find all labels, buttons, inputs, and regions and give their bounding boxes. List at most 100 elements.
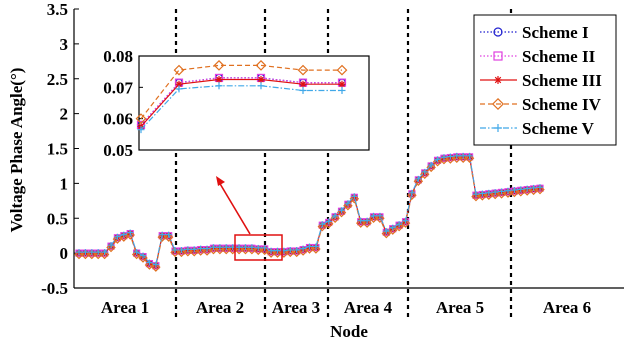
data-point bbox=[524, 185, 531, 192]
inset-data-point bbox=[257, 82, 265, 90]
y-axis-label: Voltage Phase Angle(°) bbox=[7, 68, 26, 233]
zoom-arrow-head bbox=[216, 176, 225, 186]
inset-data-point bbox=[135, 113, 147, 125]
data-point bbox=[152, 261, 159, 268]
data-point bbox=[530, 184, 537, 191]
data-point bbox=[479, 190, 486, 197]
data-point bbox=[492, 189, 499, 196]
data-point bbox=[344, 200, 351, 207]
data-point bbox=[101, 249, 108, 256]
data-point bbox=[330, 213, 340, 223]
data-point bbox=[82, 249, 89, 256]
data-point bbox=[472, 191, 479, 198]
data-point bbox=[336, 207, 347, 218]
data-point bbox=[172, 246, 179, 253]
data-point bbox=[191, 246, 198, 253]
data-point bbox=[76, 249, 82, 256]
inset-data-point bbox=[338, 80, 346, 88]
data-point bbox=[535, 184, 545, 195]
legend-label: Scheme I bbox=[522, 23, 589, 42]
data-point bbox=[338, 207, 345, 214]
data-point bbox=[240, 244, 251, 255]
data-point bbox=[407, 190, 417, 200]
area-label: Area 4 bbox=[344, 298, 393, 317]
data-point bbox=[311, 244, 321, 254]
data-point bbox=[178, 246, 185, 253]
data-point bbox=[375, 213, 385, 223]
data-point bbox=[285, 247, 296, 258]
data-point bbox=[389, 224, 396, 231]
zoom-arrow-shaft bbox=[218, 181, 251, 235]
inset-data-point bbox=[215, 82, 223, 90]
area-label: Area 2 bbox=[196, 298, 244, 317]
data-point bbox=[248, 244, 255, 251]
data-point bbox=[434, 156, 441, 163]
inset-data-point bbox=[338, 86, 346, 94]
data-point bbox=[332, 212, 339, 219]
data-point bbox=[93, 249, 103, 260]
data-point bbox=[221, 244, 232, 255]
series-scheme-ii bbox=[75, 153, 544, 270]
data-point bbox=[159, 231, 166, 238]
data-point bbox=[108, 242, 115, 249]
data-point bbox=[306, 243, 313, 250]
data-point bbox=[343, 200, 353, 211]
data-point bbox=[274, 247, 281, 254]
data-point bbox=[170, 247, 180, 258]
data-point bbox=[317, 221, 328, 232]
data-point bbox=[74, 249, 84, 260]
data-point bbox=[452, 153, 462, 164]
area-dividers bbox=[174, 9, 513, 318]
data-point bbox=[325, 218, 332, 225]
y-tick-label: 1.5 bbox=[47, 140, 68, 159]
data-point bbox=[293, 246, 300, 253]
data-point bbox=[402, 217, 409, 224]
data-point bbox=[351, 193, 358, 200]
data-point bbox=[120, 231, 127, 238]
data-point bbox=[242, 244, 249, 251]
inset-y-ticks: 0.05 0.06 0.07 0.08 bbox=[103, 47, 143, 160]
data-point bbox=[447, 153, 454, 160]
data-point bbox=[376, 212, 383, 219]
inset-data-point bbox=[175, 85, 183, 93]
data-point bbox=[466, 152, 473, 159]
data-point bbox=[458, 153, 468, 164]
inset-data-point bbox=[336, 64, 348, 76]
inset-data-point bbox=[299, 80, 307, 88]
data-point bbox=[460, 152, 467, 159]
y-tick-label: 0 bbox=[60, 244, 69, 263]
data-point bbox=[268, 247, 275, 254]
inset-data-point bbox=[255, 60, 267, 71]
inset-plot: 0.05 0.06 0.07 0.08 bbox=[103, 47, 370, 160]
data-point bbox=[511, 187, 518, 194]
data-point bbox=[127, 229, 134, 236]
data-point bbox=[197, 245, 204, 252]
legend-label: Scheme II bbox=[522, 47, 596, 66]
data-point bbox=[95, 249, 102, 256]
inset-data-point bbox=[215, 76, 223, 83]
inset-y-tick-label: 0.05 bbox=[103, 141, 133, 160]
legend-marker bbox=[493, 27, 503, 37]
legend-marker bbox=[493, 51, 503, 61]
legend-marker bbox=[494, 76, 502, 84]
inset-y-tick-label: 0.06 bbox=[103, 110, 133, 129]
data-point bbox=[114, 233, 121, 240]
data-point bbox=[355, 218, 366, 228]
inset-series-scheme-iv bbox=[135, 60, 348, 125]
data-point bbox=[106, 242, 116, 253]
data-point bbox=[146, 259, 153, 266]
data-point bbox=[537, 184, 543, 191]
data-point bbox=[151, 262, 161, 272]
data-point bbox=[165, 231, 172, 238]
data-point bbox=[387, 225, 398, 235]
inset-series-line bbox=[140, 64, 342, 120]
legend: Scheme I Scheme II Scheme III Scheme IV Sche… bbox=[473, 14, 617, 146]
data-point bbox=[253, 245, 264, 256]
data-point bbox=[87, 249, 97, 260]
data-point bbox=[396, 221, 403, 228]
data-point bbox=[504, 187, 511, 194]
data-point bbox=[266, 248, 276, 258]
data-point bbox=[247, 244, 257, 255]
data-point bbox=[485, 189, 492, 196]
